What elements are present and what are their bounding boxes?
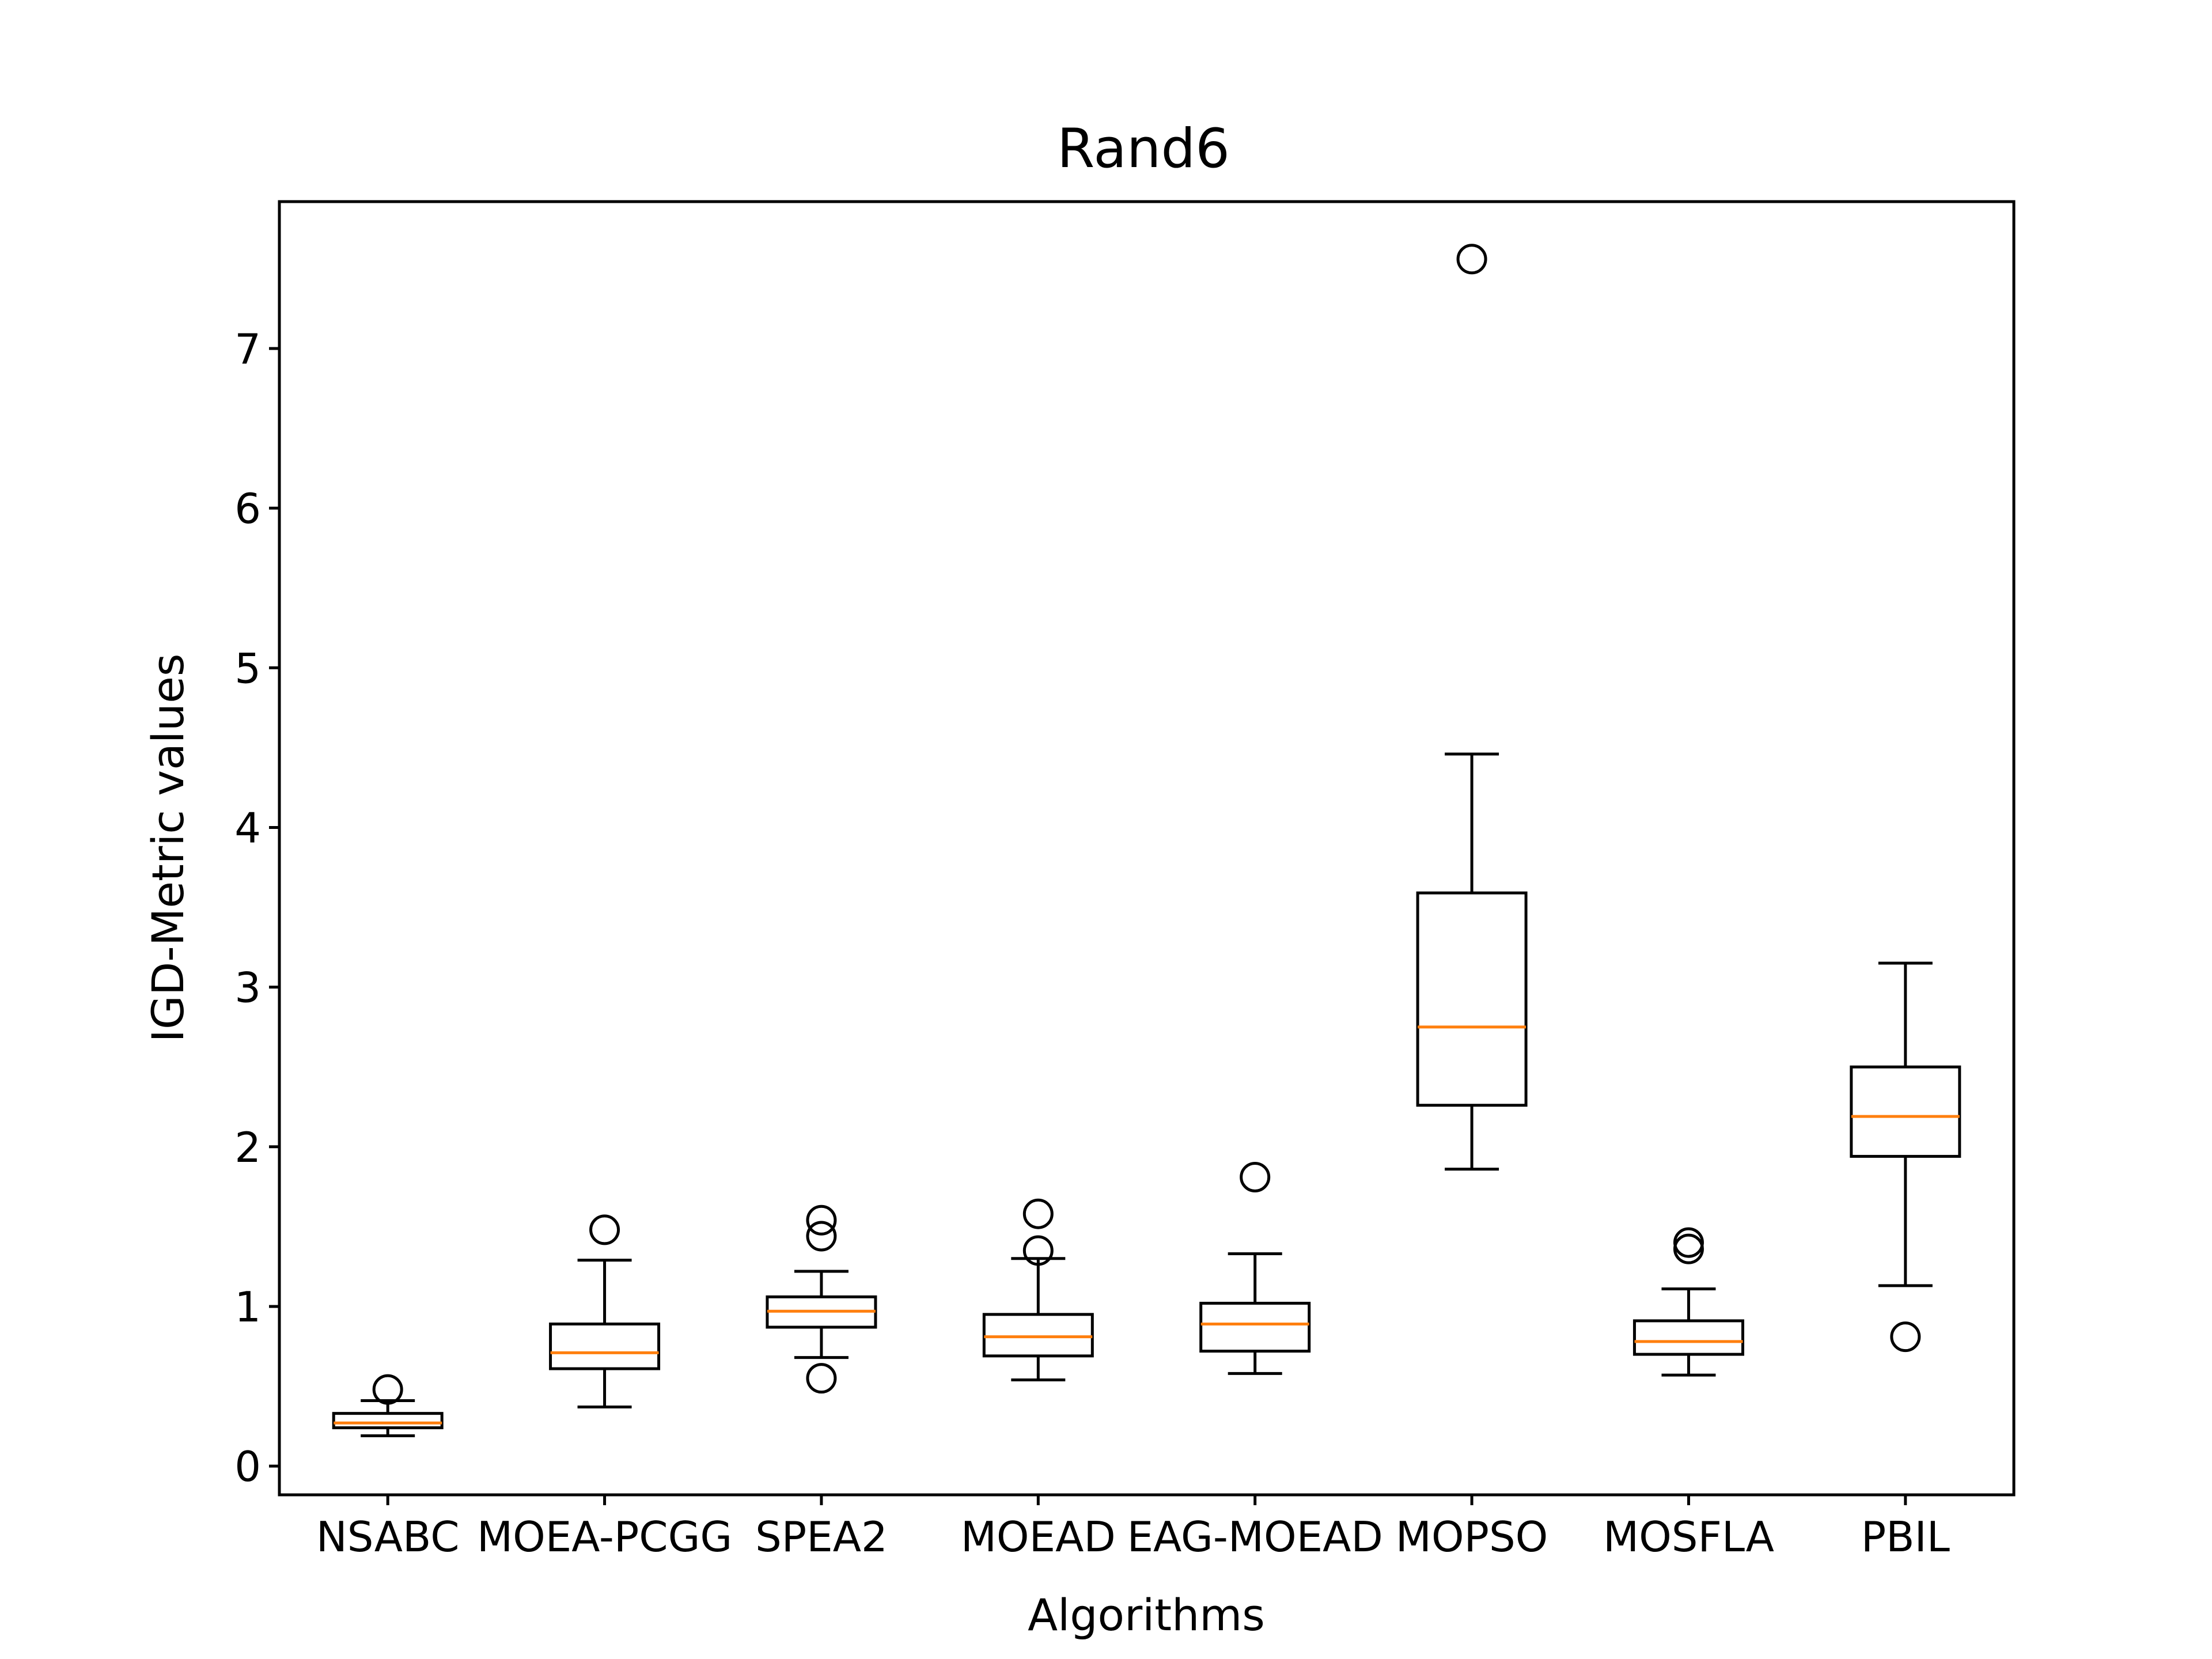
x-tick-label: MOSFLA	[1603, 1513, 1774, 1561]
y-tick-label: 2	[234, 1123, 261, 1172]
x-tick-label: EAG-MOEAD	[1127, 1513, 1383, 1561]
x-axis-label: Algorithms	[1028, 1589, 1265, 1641]
outlier-point	[372, 1374, 403, 1405]
y-tick-label: 0	[234, 1442, 261, 1491]
x-tick-label: PBIL	[1861, 1513, 1950, 1561]
box-group-moea-pcgg	[549, 1214, 661, 1409]
y-tick-label: 1	[234, 1283, 261, 1331]
y-axis: 0 1 2 3 4 5 6 7	[234, 325, 279, 1491]
box-group-pbil	[1850, 961, 1961, 1353]
y-tick-label: 4	[234, 804, 261, 852]
x-tick-label: MOEAD	[961, 1513, 1116, 1561]
outlier-point	[1456, 244, 1487, 275]
plot-area	[332, 244, 1961, 1437]
chart-title: Rand6	[1057, 118, 1230, 180]
box-group-spea2	[766, 1205, 877, 1394]
outlier-point	[589, 1214, 620, 1245]
outlier-point	[806, 1221, 837, 1252]
outlier-point	[1022, 1235, 1054, 1266]
y-tick-label: 3	[234, 964, 261, 1012]
outlier-point	[1022, 1198, 1054, 1229]
iqr-box	[1199, 1301, 1311, 1353]
iqr-box	[982, 1313, 1094, 1358]
outlier-point	[1673, 1233, 1704, 1264]
outlier-point	[1240, 1161, 1271, 1192]
x-tick-label: MOEA-PCGG	[477, 1513, 732, 1561]
x-axis: NSABC MOEA-PCGG SPEA2 MOEAD EAG-MOEAD MOPSO MO…	[316, 1495, 1950, 1561]
y-tick-label: 7	[234, 325, 261, 373]
box-group-mosfla	[1633, 1227, 1744, 1377]
iqr-box	[332, 1412, 444, 1430]
x-tick-label: NSABC	[316, 1513, 460, 1561]
plot-frame	[278, 200, 2016, 1497]
y-tick-label: 6	[234, 484, 261, 533]
outlier-point	[806, 1363, 837, 1394]
x-tick-label: MOPSO	[1396, 1513, 1548, 1561]
box-group-nsabc	[332, 1374, 444, 1437]
iqr-box	[549, 1322, 661, 1370]
iqr-box	[1633, 1319, 1744, 1356]
y-tick-label: 5	[234, 644, 261, 692]
x-tick-label: SPEA2	[755, 1513, 888, 1561]
box-group-moead	[982, 1198, 1094, 1381]
iqr-box	[1850, 1065, 1961, 1158]
box-group-mopso	[1416, 244, 1528, 1171]
outlier-point	[1673, 1227, 1704, 1258]
box-group-eag-moead	[1199, 1161, 1311, 1375]
y-axis-label: IGD-Metric values	[142, 654, 194, 1043]
outlier-point	[806, 1205, 837, 1236]
outlier-point	[1890, 1321, 1921, 1353]
iqr-box	[1416, 891, 1528, 1107]
